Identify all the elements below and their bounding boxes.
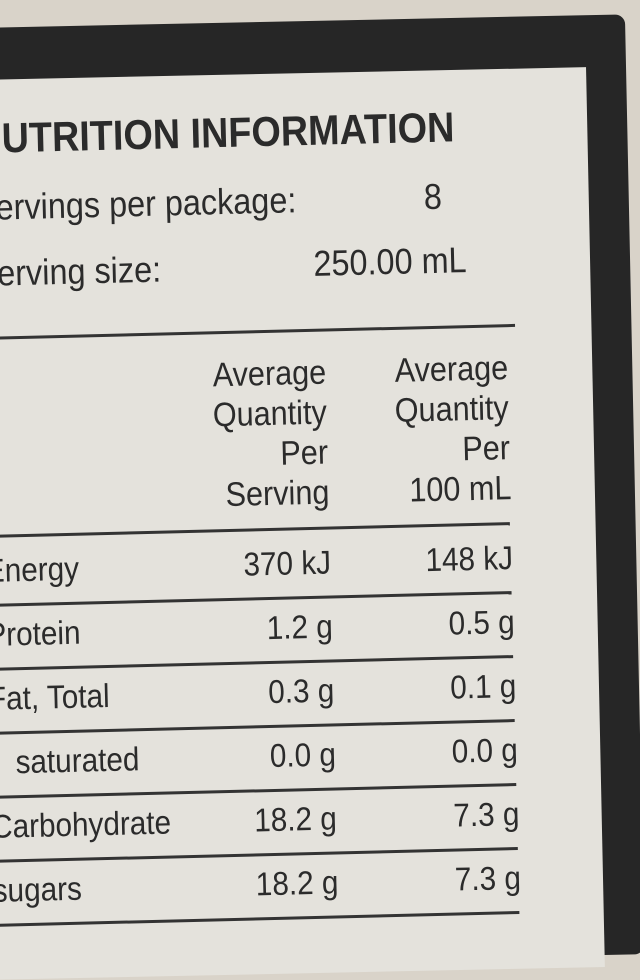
page: NUTRITION INFORMATION Servings per packa… <box>0 14 640 980</box>
column-header: Serving <box>224 473 330 515</box>
nutrition-panel: NUTRITION INFORMATION Servings per packa… <box>0 103 521 927</box>
serving-size-label: Serving size: <box>0 248 162 295</box>
column-header: Average <box>394 349 509 390</box>
cell-value: 7.3 g <box>452 794 520 834</box>
rule <box>0 783 517 799</box>
row-label: Energy <box>0 549 80 589</box>
rule <box>0 655 514 671</box>
title: NUTRITION INFORMATION <box>0 103 455 163</box>
cell-value: 0.0 g <box>268 735 336 775</box>
serving-size-value: 250.00 mL <box>312 239 468 284</box>
cell-value: 0.1 g <box>449 667 517 706</box>
cell-value: 18.2 g <box>254 799 338 839</box>
cell-value: 0.0 g <box>450 731 518 770</box>
rule <box>0 719 515 735</box>
rule <box>0 591 512 607</box>
rule <box>0 522 510 538</box>
servings-value: 8 <box>423 175 443 218</box>
row-label: Fat, Total <box>0 676 111 717</box>
rule <box>0 323 516 340</box>
column-header: 100 mL <box>408 469 512 510</box>
servings-label: Servings per package: <box>0 179 297 229</box>
column-header: Quantity <box>212 393 328 435</box>
row-label: saturated <box>15 740 140 781</box>
row-label: sugars <box>0 869 83 909</box>
column-header: Per <box>461 429 511 469</box>
cell-value: 148 kJ <box>424 539 514 579</box>
column-header: Per <box>280 433 329 473</box>
cell-value: 370 kJ <box>242 543 332 583</box>
column-header: Quantity <box>394 389 510 430</box>
cell-value: 1.2 g <box>265 607 333 647</box>
cell-value: 18.2 g <box>255 863 340 903</box>
rule <box>0 847 518 863</box>
row-label: Carbohydrate <box>0 803 172 845</box>
cell-value: 7.3 g <box>454 858 521 898</box>
cell-value: 0.3 g <box>267 671 335 711</box>
column-header: Average <box>212 353 327 395</box>
row-label: Protein <box>0 613 81 653</box>
cell-value: 0.5 g <box>447 603 515 642</box>
